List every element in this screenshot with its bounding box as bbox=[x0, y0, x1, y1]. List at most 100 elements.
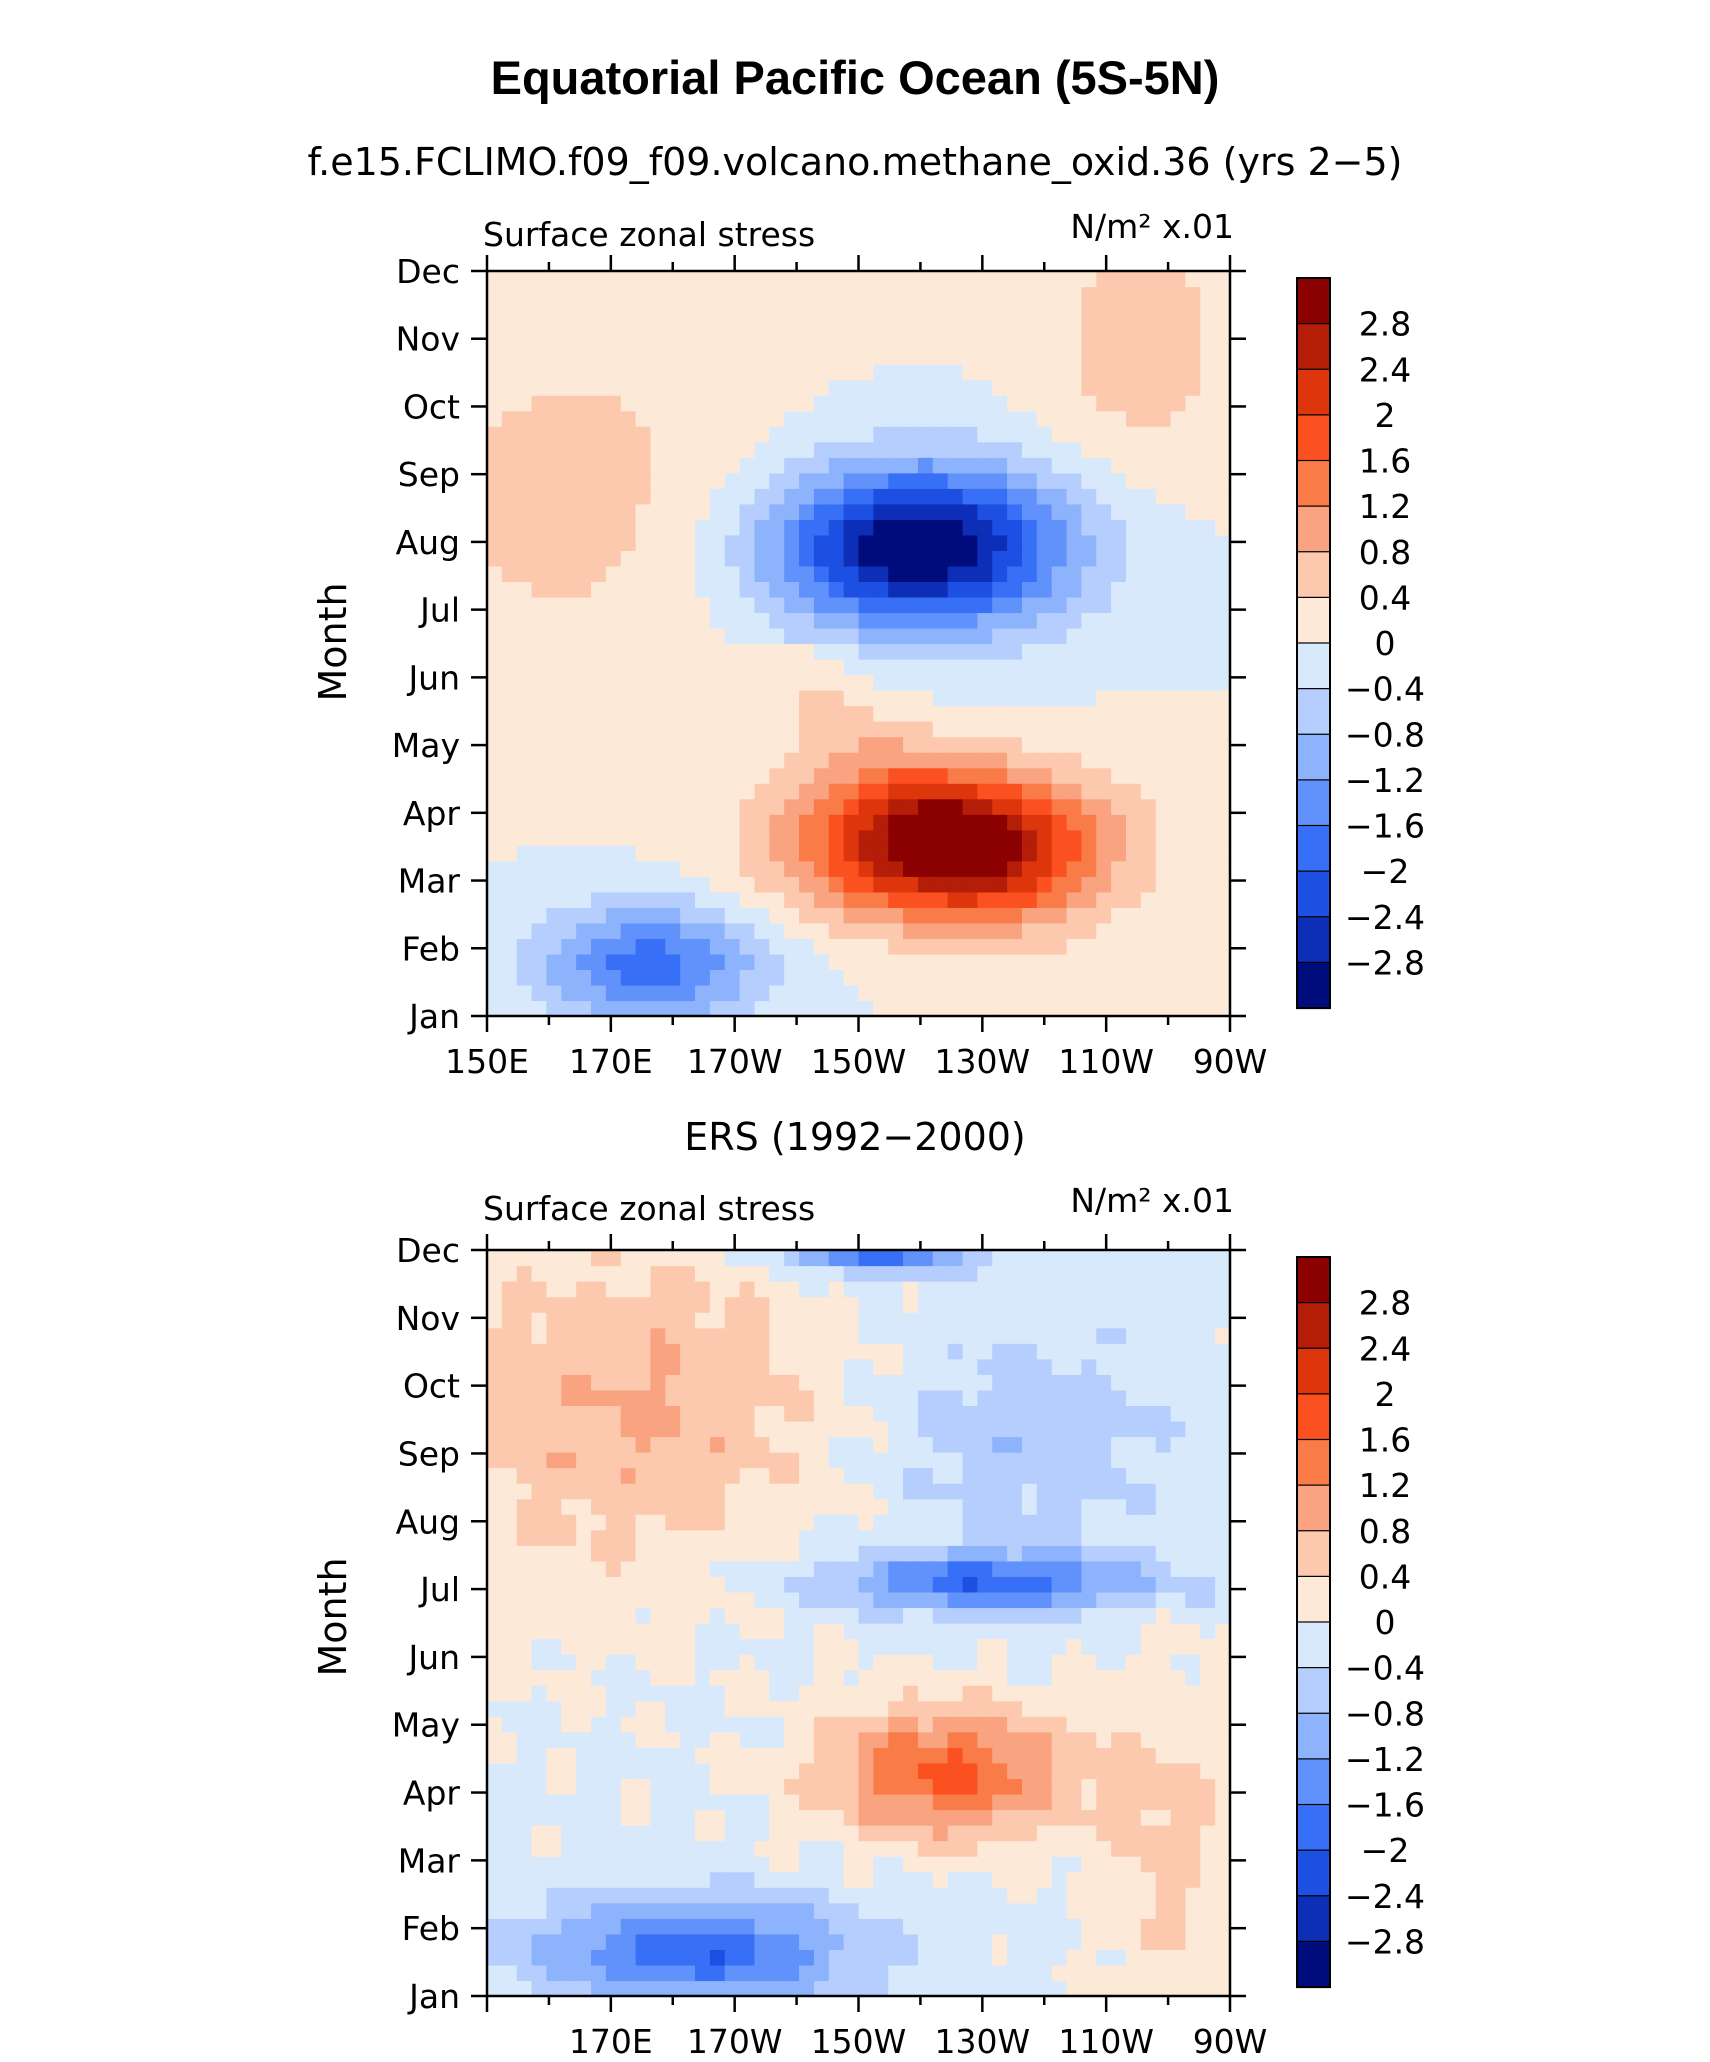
heatmap-cell bbox=[1155, 829, 1172, 846]
heatmap-cell bbox=[1081, 876, 1097, 893]
heatmap-cell bbox=[977, 534, 993, 551]
heatmap-cell bbox=[769, 1964, 785, 1982]
heatmap-cell bbox=[546, 814, 562, 831]
heatmap-cell bbox=[917, 317, 934, 334]
heatmap-cell bbox=[1125, 845, 1142, 862]
heatmap-cell bbox=[1200, 767, 1216, 784]
heatmap-cell bbox=[1081, 395, 1097, 412]
heatmap-cell bbox=[903, 814, 919, 831]
heatmap-cell bbox=[680, 503, 696, 520]
heatmap-cell bbox=[1051, 333, 1068, 350]
heatmap-cell bbox=[1111, 1685, 1127, 1702]
heatmap-cell bbox=[635, 845, 652, 862]
heatmap-cell bbox=[487, 348, 503, 365]
heatmap-cell bbox=[695, 1964, 711, 1982]
heatmap-cell bbox=[487, 1949, 503, 1966]
heatmap-cell bbox=[1066, 1000, 1082, 1017]
heatmap-cell bbox=[843, 1700, 860, 1717]
heatmap-cell bbox=[754, 752, 770, 769]
heatmap-cell bbox=[858, 829, 874, 846]
heatmap-cell bbox=[1125, 783, 1142, 800]
heatmap-cell bbox=[992, 550, 1008, 567]
heatmap-cell bbox=[1185, 1654, 1201, 1671]
heatmap-cell bbox=[784, 1498, 800, 1515]
heatmap-cell bbox=[888, 1498, 904, 1515]
heatmap-cell bbox=[947, 1265, 964, 1282]
heatmap-cell bbox=[680, 1747, 696, 1764]
heatmap-cell bbox=[1007, 1731, 1023, 1748]
heatmap-cell bbox=[1140, 814, 1157, 831]
heatmap-cell bbox=[1007, 860, 1023, 877]
heatmap-cell bbox=[873, 581, 889, 598]
heatmap-cell bbox=[1036, 1250, 1053, 1267]
heatmap-cell bbox=[977, 1887, 993, 1904]
heatmap-cell bbox=[992, 395, 1008, 412]
heatmap-cell bbox=[1036, 1623, 1053, 1640]
heatmap-cell bbox=[724, 1778, 741, 1795]
heatmap-cell bbox=[1111, 1793, 1127, 1811]
heatmap-cell bbox=[1111, 907, 1127, 924]
heatmap-cell bbox=[1200, 845, 1216, 862]
heatmap-cell bbox=[620, 984, 637, 1002]
heatmap-cell bbox=[1185, 659, 1201, 676]
heatmap-cell bbox=[680, 1980, 696, 1997]
heatmap-cell bbox=[947, 752, 964, 769]
heatmap-cell bbox=[1215, 721, 1231, 738]
heatmap-cell bbox=[709, 953, 726, 971]
heatmap-cell bbox=[1081, 333, 1097, 350]
heatmap-cell bbox=[962, 457, 978, 474]
heatmap-cell bbox=[962, 1887, 978, 1904]
heatmap-cell bbox=[1185, 379, 1201, 396]
heatmap-cell bbox=[501, 1685, 518, 1702]
heatmap-cell bbox=[813, 659, 830, 676]
colorbar-label: −0.8 bbox=[1345, 715, 1425, 754]
heatmap-cell bbox=[1051, 783, 1068, 800]
heatmap-cell bbox=[903, 860, 919, 877]
heatmap-cell bbox=[591, 1296, 607, 1313]
heatmap-cell bbox=[977, 1420, 993, 1438]
heatmap-cell bbox=[1215, 1389, 1231, 1407]
heatmap-cell bbox=[873, 721, 889, 738]
heatmap-cell bbox=[799, 1623, 815, 1640]
y-tick-label: Nov bbox=[396, 1299, 460, 1338]
heatmap-cell bbox=[1021, 798, 1038, 815]
heatmap-cell bbox=[992, 410, 1008, 427]
heatmap-cell bbox=[1066, 1343, 1082, 1360]
heatmap-cell bbox=[873, 1902, 889, 1919]
heatmap-cell bbox=[903, 1281, 919, 1298]
heatmap-cell bbox=[680, 379, 696, 396]
heatmap-cell bbox=[487, 410, 503, 427]
heatmap-cell bbox=[576, 441, 592, 458]
heatmap-cell bbox=[531, 1389, 548, 1407]
heatmap-cell bbox=[1111, 1949, 1127, 1966]
heatmap-cell bbox=[828, 627, 845, 645]
heatmap-cell bbox=[635, 379, 652, 396]
heatmap-cell bbox=[620, 1949, 637, 1966]
heatmap-cell bbox=[932, 1265, 949, 1282]
heatmap-cell bbox=[695, 302, 711, 319]
heatmap-cell bbox=[1096, 721, 1112, 738]
heatmap-cell bbox=[784, 1343, 800, 1360]
heatmap-cell bbox=[620, 302, 637, 319]
heatmap-cell bbox=[1007, 1902, 1023, 1919]
heatmap-cell bbox=[799, 1809, 815, 1826]
heatmap-cell bbox=[650, 1498, 666, 1515]
heatmap-cell bbox=[828, 1949, 845, 1966]
heatmap-cell bbox=[754, 1560, 770, 1577]
heatmap-cell bbox=[695, 1374, 711, 1391]
heatmap-cell bbox=[873, 302, 889, 319]
heatmap-cell bbox=[739, 333, 756, 350]
heatmap-cell bbox=[635, 1871, 652, 1888]
heatmap-cell bbox=[843, 271, 860, 288]
heatmap-cell bbox=[1111, 721, 1127, 738]
heatmap-cell bbox=[962, 1918, 978, 1935]
heatmap-cell bbox=[1021, 612, 1038, 629]
heatmap-cell bbox=[828, 783, 845, 800]
heatmap-cell bbox=[784, 1980, 800, 1997]
heatmap-cell bbox=[1066, 302, 1082, 319]
heatmap-cell bbox=[591, 1623, 607, 1640]
heatmap-cell bbox=[665, 333, 681, 350]
heatmap-cell bbox=[843, 1654, 860, 1671]
heatmap-cell bbox=[1111, 1498, 1127, 1515]
heatmap-cell bbox=[1185, 488, 1201, 505]
